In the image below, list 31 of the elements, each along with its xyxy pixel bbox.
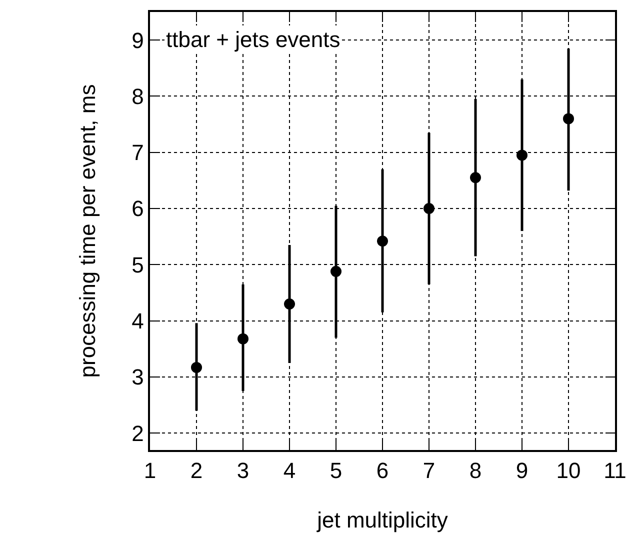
y-tick-label: 9 <box>132 28 144 53</box>
y-tick-label: 6 <box>132 196 144 222</box>
point <box>563 113 574 124</box>
point <box>284 298 295 310</box>
x-tick-label: 9 <box>516 458 528 484</box>
x-tick-label: 6 <box>376 458 389 484</box>
annotation: ttbar + jets events <box>166 27 340 52</box>
y-tick-label: 5 <box>132 252 144 278</box>
x-tick-label: 5 <box>330 458 342 484</box>
y-tick-label: 3 <box>132 364 144 390</box>
point <box>424 203 434 214</box>
x-tick-label: 4 <box>283 458 296 484</box>
y-axis-title: processing time per event, ms <box>74 84 100 378</box>
x-tick-label: 1 <box>144 458 156 484</box>
x-tick-label: 7 <box>422 458 436 484</box>
x-tick-label: 10 <box>556 458 581 484</box>
x-tick-label: 11 <box>604 458 626 484</box>
y-tick-label: 4 <box>132 308 144 334</box>
y-tick-label: 2 <box>132 420 144 446</box>
x-tick-label: 3 <box>236 458 250 484</box>
point <box>330 266 342 277</box>
x-tick-label: 8 <box>469 458 482 484</box>
x-tick-label: 2 <box>190 458 203 484</box>
point <box>470 172 481 184</box>
point <box>377 236 388 247</box>
point <box>238 333 248 344</box>
y-tick-label: 8 <box>132 84 144 109</box>
x-axis-title: jet multiplicity <box>316 508 448 533</box>
point <box>516 150 528 161</box>
y-tick-label: 7 <box>132 140 144 166</box>
point <box>191 362 202 373</box>
